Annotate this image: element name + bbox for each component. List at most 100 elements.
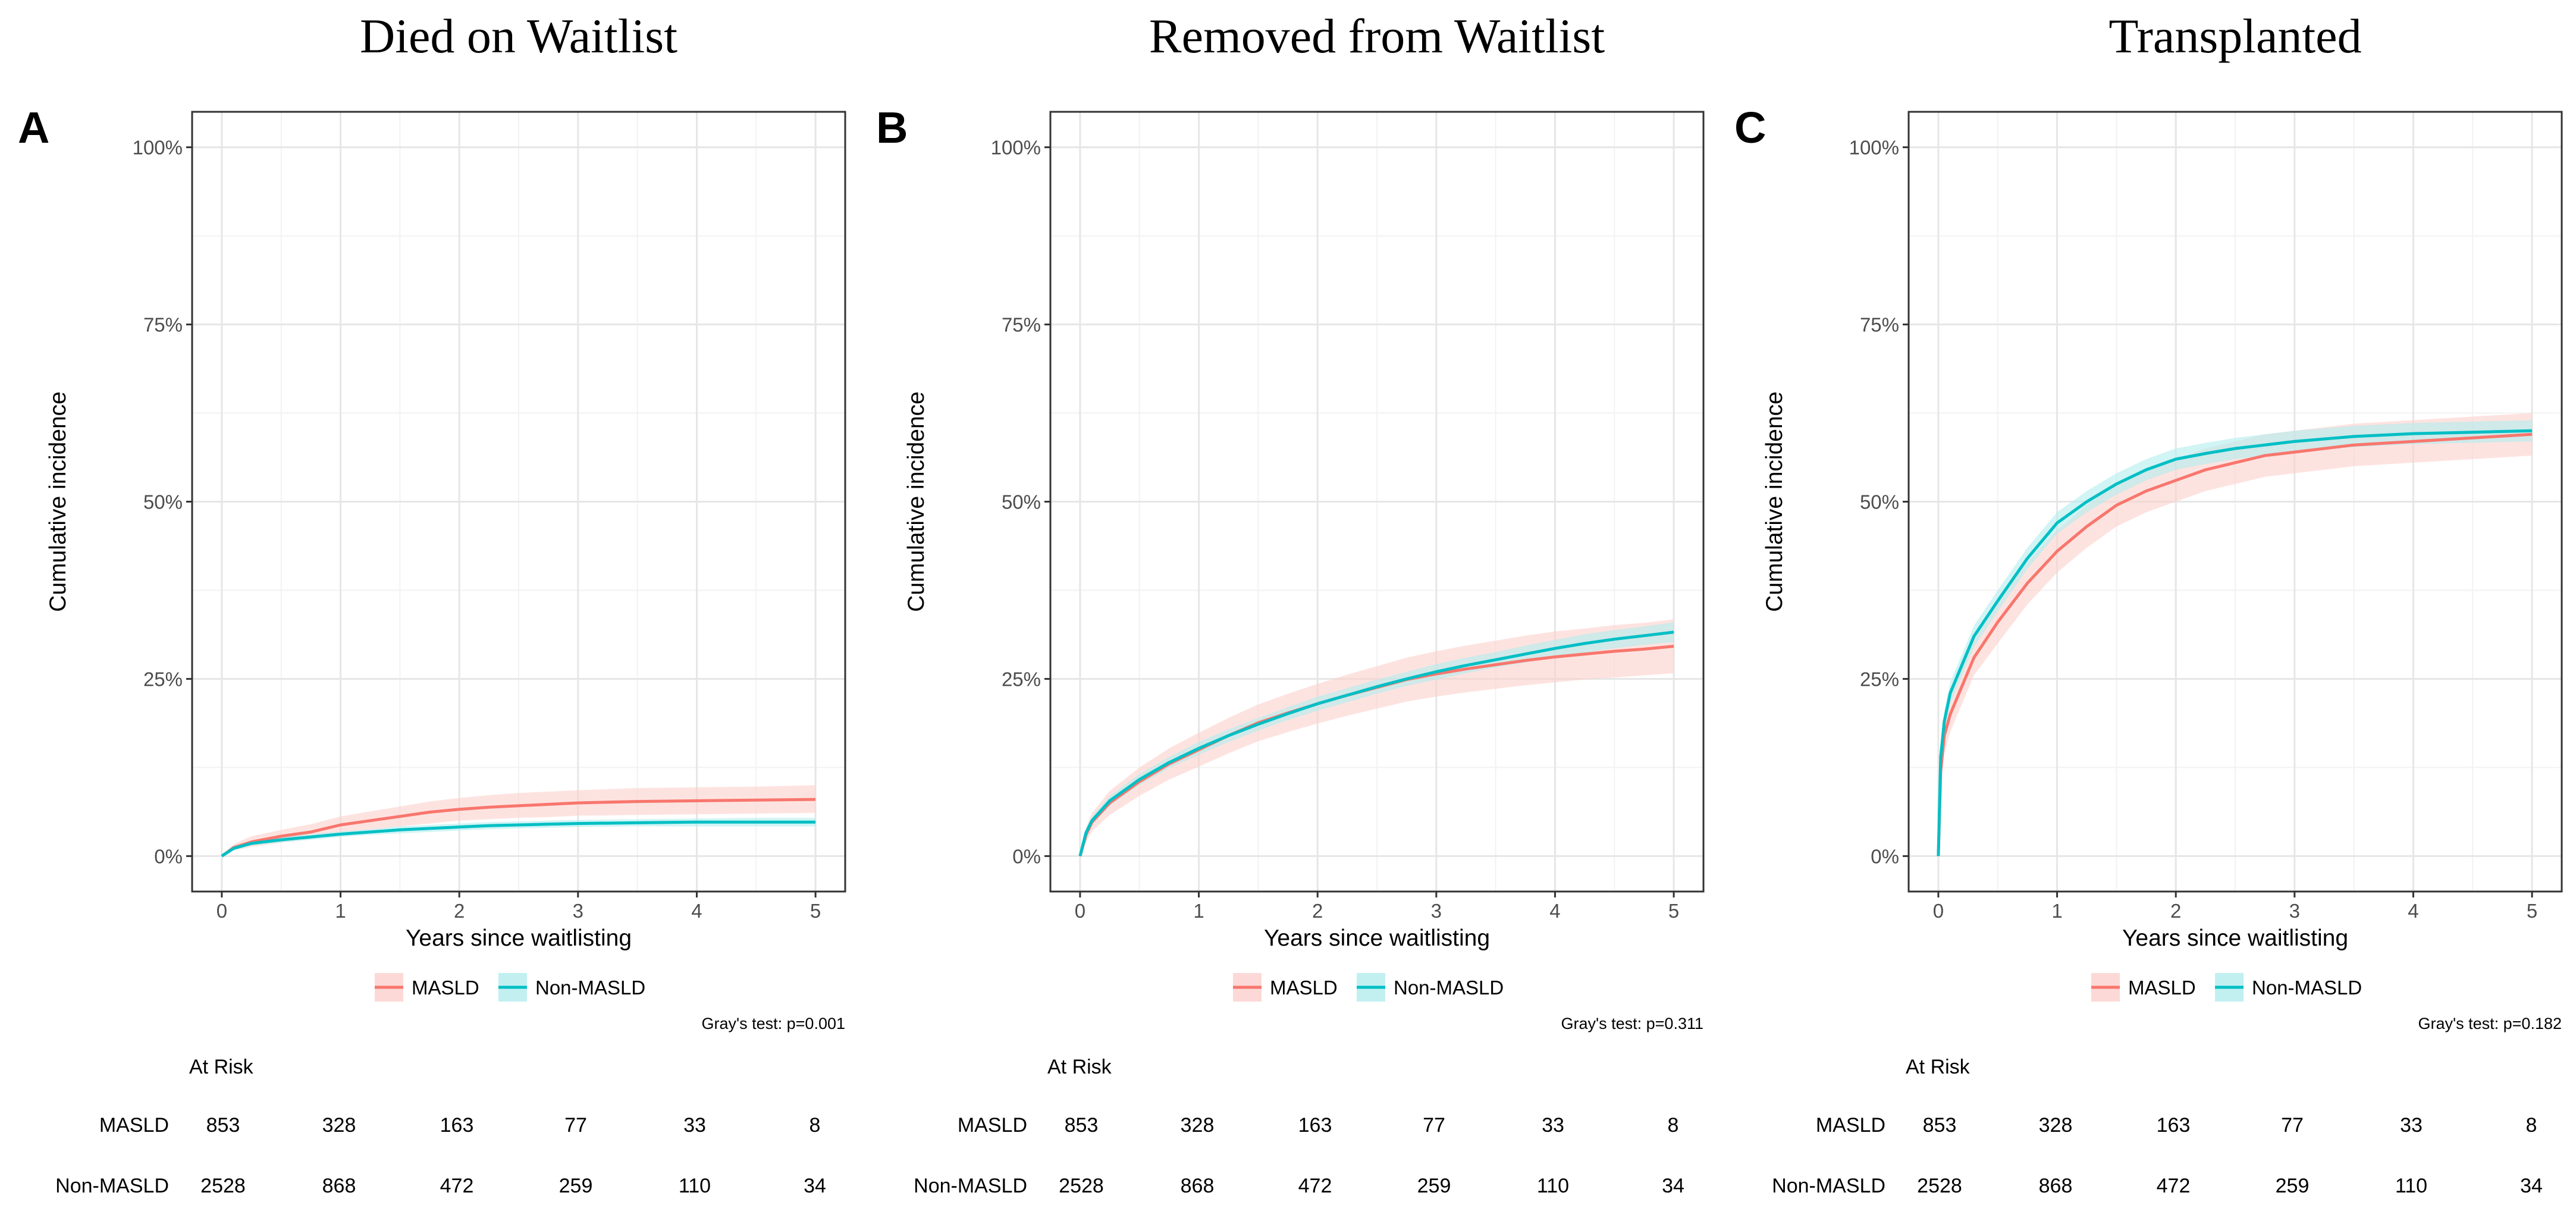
risk-cell: 328 xyxy=(1181,1114,1215,1137)
chart-panel-b: Removed from Waitlist B 0% 25% 50% 75% 100% 0 1 2… xyxy=(876,9,1705,1197)
legend: MASLD Non-MASLD xyxy=(1233,973,1504,1002)
x-tick-label: 2 xyxy=(1312,900,1323,922)
risk-cell: 472 xyxy=(2157,1175,2191,1197)
x-tick-label: 3 xyxy=(2289,900,2300,922)
risk-cell: 328 xyxy=(2039,1114,2073,1137)
risk-cell: 110 xyxy=(679,1175,711,1197)
risk-cell: 8 xyxy=(1668,1114,1679,1137)
series-line-non-masld xyxy=(1078,630,1674,857)
risk-cell: 853 xyxy=(1065,1114,1099,1137)
risk-row-label: MASLD xyxy=(958,1114,1027,1137)
y-axis-title: Cumulative incidence xyxy=(903,391,929,612)
panel-letter: B xyxy=(876,103,908,152)
legend-label: MASLD xyxy=(2128,977,2196,999)
x-tick-label: 4 xyxy=(2408,900,2418,922)
legend-label: Non-MASLD xyxy=(1394,977,1504,999)
risk-cell: 259 xyxy=(2276,1175,2310,1197)
series-line-masld xyxy=(1937,432,2533,856)
risk-table: At Risk MASLD 853 328 163 77 33 8 Non-MASLD 2528 8… xyxy=(55,1056,826,1197)
grays-test-label: Gray's test: p=0.001 xyxy=(701,1015,845,1032)
series-line-masld xyxy=(221,798,816,858)
risk-cell: 163 xyxy=(2157,1114,2191,1137)
x-tick-label: 0 xyxy=(1933,900,1944,922)
risk-cell: 34 xyxy=(2520,1175,2543,1197)
panel-title: Died on Waitlist xyxy=(360,9,677,63)
risk-table: At Risk MASLD 853 328 163 77 33 8 Non-MASLD 2528 8… xyxy=(1772,1056,2543,1197)
risk-table: At Risk MASLD 853 328 163 77 33 8 Non-MASLD 2528 8… xyxy=(914,1056,1684,1197)
risk-cell: 853 xyxy=(1923,1114,1957,1137)
risk-cell: 472 xyxy=(1298,1175,1332,1197)
risk-cell: 328 xyxy=(322,1114,356,1137)
risk-cell: 868 xyxy=(1181,1175,1215,1197)
risk-table-title: At Risk xyxy=(189,1056,254,1078)
x-tick-label: 1 xyxy=(2051,900,2062,922)
risk-cell: 2528 xyxy=(1917,1175,1962,1197)
risk-row-label: Non-MASLD xyxy=(55,1175,169,1197)
risk-cell: 77 xyxy=(2281,1114,2304,1137)
grays-test-label: Gray's test: p=0.182 xyxy=(2418,1015,2562,1032)
panel-letter: A xyxy=(18,103,49,152)
risk-cell: 259 xyxy=(1417,1175,1451,1197)
risk-cell: 259 xyxy=(559,1175,593,1197)
ci-band-masld xyxy=(221,785,816,856)
risk-cell: 33 xyxy=(1542,1114,1564,1137)
y-tick-label: 75% xyxy=(1002,314,1041,336)
y-tick-label: 50% xyxy=(1002,491,1041,513)
y-axis-title: Cumulative incidence xyxy=(1762,391,1787,612)
x-tick-label: 4 xyxy=(1549,900,1560,922)
risk-cell: 868 xyxy=(2039,1175,2073,1197)
x-tick-label: 2 xyxy=(2170,900,2181,922)
panel-title: Removed from Waitlist xyxy=(1149,9,1605,63)
y-tick-label: 75% xyxy=(143,314,183,336)
x-tick-label: 1 xyxy=(335,900,346,922)
x-tick-label: 2 xyxy=(454,900,465,922)
legend-label: MASLD xyxy=(412,977,479,999)
y-axis-title: Cumulative incidence xyxy=(45,391,71,612)
series-line-non-masld xyxy=(221,820,816,858)
y-tick-label: 75% xyxy=(1860,314,1899,336)
x-tick-label: 0 xyxy=(217,900,227,922)
risk-cell: 8 xyxy=(809,1114,821,1137)
y-tick-label: 25% xyxy=(1860,668,1899,690)
y-tick-label: 25% xyxy=(1002,668,1041,690)
x-axis-title: Years since waitlisting xyxy=(1264,925,1490,951)
risk-cell: 868 xyxy=(322,1175,356,1197)
risk-cell: 2528 xyxy=(1059,1175,1104,1197)
x-tick-label: 3 xyxy=(1431,900,1442,922)
risk-cell: 8 xyxy=(2526,1114,2537,1137)
ci-band-non-masld xyxy=(1080,622,1674,856)
ci-band-masld xyxy=(1080,619,1674,856)
risk-row-label: Non-MASLD xyxy=(914,1175,1027,1197)
y-tick-label: 0% xyxy=(154,845,183,867)
risk-cell: 110 xyxy=(1537,1175,1569,1197)
y-tick-label: 0% xyxy=(1012,845,1041,867)
risk-table-title: At Risk xyxy=(1906,1056,1971,1078)
x-tick-label: 5 xyxy=(2527,900,2537,922)
risk-cell: 163 xyxy=(1298,1114,1332,1137)
y-tick-label: 100% xyxy=(133,137,183,159)
x-tick-label: 3 xyxy=(573,900,583,922)
x-tick-label: 5 xyxy=(810,900,821,922)
risk-table-title: At Risk xyxy=(1047,1056,1112,1078)
risk-cell: 34 xyxy=(804,1175,826,1197)
x-axis-title: Years since waitlisting xyxy=(406,925,632,951)
x-tick-label: 5 xyxy=(1668,900,1679,922)
risk-row-label: MASLD xyxy=(99,1114,169,1137)
risk-cell: 2528 xyxy=(200,1175,246,1197)
x-axis-title: Years since waitlisting xyxy=(2122,925,2348,951)
legend: MASLD Non-MASLD xyxy=(375,973,645,1002)
risk-cell: 77 xyxy=(1423,1114,1445,1137)
risk-cell: 77 xyxy=(564,1114,587,1137)
risk-cell: 34 xyxy=(1662,1175,1684,1197)
legend-label: Non-MASLD xyxy=(535,977,645,999)
series-line-non-masld xyxy=(1937,429,2533,856)
y-tick-label: 25% xyxy=(143,668,183,690)
y-tick-label: 50% xyxy=(143,491,183,513)
risk-cell: 163 xyxy=(440,1114,474,1137)
risk-cell: 472 xyxy=(440,1175,474,1197)
ci-band-masld xyxy=(1938,413,2533,856)
risk-row-label: MASLD xyxy=(1816,1114,1885,1137)
risk-cell: 110 xyxy=(2395,1175,2427,1197)
